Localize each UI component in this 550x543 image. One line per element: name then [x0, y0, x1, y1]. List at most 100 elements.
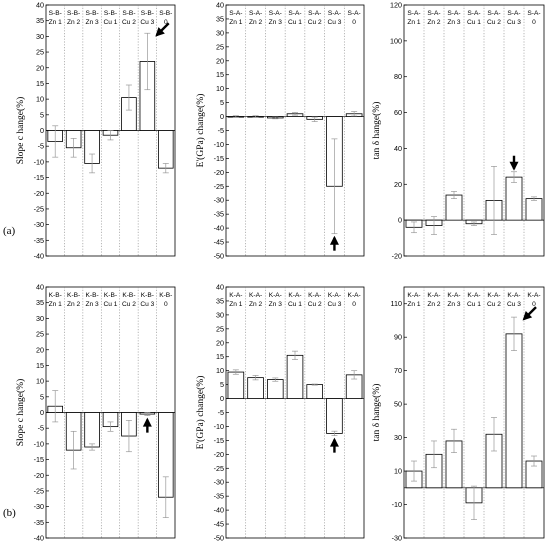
chart-5-category-label: 0 [352, 301, 356, 308]
chart-2-ytick-label: 20 [216, 56, 224, 65]
chart-4-category-label: Cu 1 [104, 301, 118, 308]
chart-6-category-label: Zn 1 [407, 301, 421, 308]
chart-3-category-label: S-A- [487, 10, 500, 17]
chart-3-ytick-label: 60 [394, 108, 402, 117]
chart-4: -40 -35 -30 -25 -20 -15 -10 -5 0 5 10 15 20 25 30 35 40 S… [15, 283, 176, 543]
chart-2-ytick-label: 25 [216, 42, 224, 51]
chart-6-category-label: K-A- [427, 292, 440, 299]
chart-1-category-label: S-B- [159, 10, 172, 17]
chart-3-category-label: S-A- [467, 10, 480, 17]
chart-1-ytick-label: -5 [38, 142, 44, 151]
chart-5-category-label: K-A- [308, 292, 321, 299]
chart-2-category-label: S-A- [288, 10, 301, 17]
chart-5-category-label: Cu 1 [288, 301, 302, 308]
chart-2-category-label: S-A- [328, 10, 341, 17]
chart-4-ytick-label: -35 [34, 518, 44, 527]
chart-5-category-label: Cu 3 [327, 301, 341, 308]
chart-5-ytick-label: 35 [216, 296, 224, 305]
chart-1-bar [158, 130, 174, 169]
chart-3-category-label: Cu 2 [487, 19, 501, 26]
chart-5-arrow-head [329, 437, 339, 447]
chart-1-category-label: S-B- [104, 10, 117, 17]
chart-5-ytick-label: 40 [216, 283, 224, 292]
chart-6-frame [403, 286, 545, 539]
chart-5-ytick-label: 10 [216, 366, 224, 375]
chart-1-ytick-label: -20 [34, 189, 44, 198]
chart-1-arrow-head [155, 27, 165, 37]
chart-5-bar [306, 384, 324, 399]
chart-6: -30 -10 10 30 50 70 90 110 tan δ hange(%) K-A- Zn … [371, 286, 545, 543]
chart-2: -50-45-40-35-30-25-20-15-10-505101520253… [195, 1, 365, 261]
chart-4-category-label: Zn 1 [49, 301, 63, 308]
chart-4-category-label: Zn 2 [67, 301, 81, 308]
chart-5-category-label: Zn 1 [229, 301, 243, 308]
chart-5-ytick-label: -25 [214, 464, 224, 473]
chart-4-category-label: Zn 3 [85, 301, 99, 308]
chart-5-category-label: K-A- [348, 292, 361, 299]
chart-2-ytick-label: -35 [214, 210, 224, 219]
chart-3-ylabel: tan δ hange(%) [371, 102, 382, 160]
chart-4-arrow-head [142, 417, 152, 427]
chart-5-ytick-label: 30 [216, 310, 224, 319]
chart-2-category-label: S-A- [229, 10, 242, 17]
chart-3-category-label: S-A- [407, 10, 420, 17]
chart-2-ytick-label: -5 [218, 126, 224, 135]
chart-5-arrow [329, 437, 339, 453]
chart-5-ytick-label: -15 [214, 436, 224, 445]
chart-4-ytick-label: -10 [34, 439, 44, 448]
chart-4-ytick-label: -5 [38, 424, 44, 433]
chart-1-ytick-label: 10 [36, 95, 44, 104]
chart-6-category-label: Cu 1 [467, 301, 481, 308]
chart-4-category-label: Cu 3 [140, 301, 154, 308]
chart-5-bar [227, 371, 245, 399]
chart-6-bar [505, 333, 523, 489]
chart-4-category-label: K-B- [85, 292, 98, 299]
chart-2-ytick-label: 10 [216, 84, 224, 93]
chart-4-category-label: K-B- [67, 292, 80, 299]
chart-5-ylabel: E'(GPa) change(%) [195, 376, 206, 450]
chart-4-ytick-label: 30 [36, 314, 44, 323]
chart-2-category-label: S-A- [348, 10, 361, 17]
chart-6-ytick-label: 70 [394, 366, 402, 375]
chart-6-ytick-label: 50 [394, 400, 402, 409]
chart-1-ytick-label: 40 [36, 1, 44, 10]
chart-4-ytick-label: -25 [34, 486, 44, 495]
chart-4-ytick-label: 15 [36, 361, 44, 370]
chart-3-category-label: Zn 3 [447, 19, 461, 26]
chart-6-category-label: Zn 3 [447, 301, 461, 308]
chart-2-arrow [329, 235, 339, 251]
chart-1-ytick-label: -40 [34, 252, 44, 261]
chart-2-ytick-label: 30 [216, 28, 224, 37]
chart-6-ytick-label: 90 [394, 333, 402, 342]
chart-1-ytick-label: -35 [34, 236, 44, 245]
chart-5-ytick-label: -10 [214, 422, 224, 431]
chart-2-ytick-label: 15 [216, 70, 224, 79]
chart-4-ytick-label: -40 [34, 534, 44, 543]
chart-4-category-label: 0 [164, 301, 168, 308]
chart-1-category-label: Zn 1 [49, 19, 63, 26]
chart-1-ytick-label: -25 [34, 204, 44, 213]
chart-2-ytick-label: -50 [214, 252, 224, 261]
chart-5-ytick-label: -30 [214, 478, 224, 487]
chart-1-ytick-label: 0 [40, 126, 44, 135]
chart-6-category-label: Cu 2 [487, 301, 501, 308]
chart-3-bar [505, 176, 523, 221]
chart-6-category-label: 0 [532, 301, 536, 308]
chart-5-bar [266, 379, 284, 399]
chart-5-category-label: K-A- [269, 292, 282, 299]
chart-6-category-label: K-A- [527, 292, 540, 299]
chart-1-category-label: S-B- [67, 10, 80, 17]
chart-2-ylabel: E'(GPa) change(%) [195, 94, 206, 168]
chart-1-category-label: Cu 3 [140, 19, 154, 26]
chart-1-ytick-label: 25 [36, 48, 44, 57]
chart-6-arrow [522, 306, 537, 321]
chart-3-ytick-label: 100 [390, 36, 402, 45]
chart-2-category-label: Cu 1 [288, 19, 302, 26]
chart-4-ytick-label: 0 [40, 408, 44, 417]
chart-5-ytick-label: -35 [214, 492, 224, 501]
chart-1-category-label: S-B- [141, 10, 154, 17]
chart-3-ytick-label: 0 [398, 216, 402, 225]
chart-6-ytick-label: 30 [394, 433, 402, 442]
chart-2-ytick-label: 0 [220, 112, 224, 121]
chart-3-bar [525, 198, 543, 221]
